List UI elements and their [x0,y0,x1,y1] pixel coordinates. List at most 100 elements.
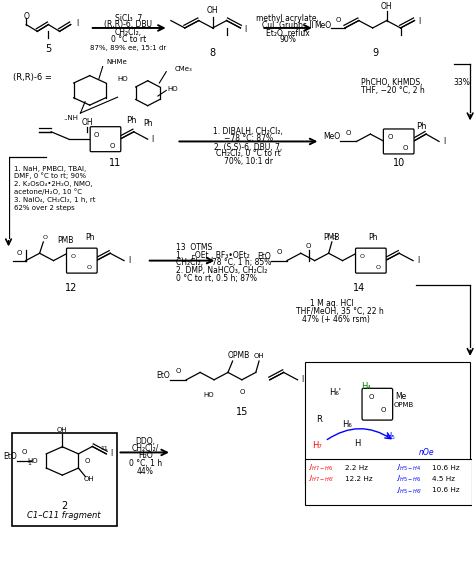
Text: $J_{H5-H6'}$: $J_{H5-H6'}$ [396,485,422,496]
Text: 10: 10 [392,159,405,168]
Text: OPMB: OPMB [393,402,414,409]
Text: I: I [443,137,445,146]
Text: 0 °C, 1 h: 0 °C, 1 h [129,460,162,468]
Text: O: O [335,17,341,23]
Text: CH₂Cl₂,: CH₂Cl₂, [115,28,142,37]
Text: I: I [301,375,303,384]
Text: 12.2 Hz: 12.2 Hz [345,476,373,482]
Text: SiCl₃  7: SiCl₃ 7 [115,14,142,23]
Text: O: O [403,146,408,151]
Text: O: O [94,132,100,138]
Text: 1. NaH, PMBCl, TBAl,: 1. NaH, PMBCl, TBAl, [14,166,86,172]
Text: NHMe: NHMe [106,59,127,65]
Text: 14: 14 [353,283,365,293]
Text: 1. DIBALH, CH₂Cl₂,: 1. DIBALH, CH₂Cl₂, [213,127,283,136]
Text: Ph: Ph [126,116,137,125]
Text: H₄: H₄ [361,382,371,391]
Text: O: O [375,265,380,270]
Text: 11: 11 [109,159,121,168]
Text: THF/MeOH, 35 °C, 22 h: THF/MeOH, 35 °C, 22 h [296,307,384,316]
Text: 2. DMP, NaHCO₃, CH₂Cl₂: 2. DMP, NaHCO₃, CH₂Cl₂ [175,266,267,276]
Text: DDQ,: DDQ, [136,437,155,446]
Text: I: I [110,449,112,458]
FancyBboxPatch shape [90,127,121,152]
Text: 13  OTMS: 13 OTMS [175,242,212,252]
Text: Me: Me [395,393,406,401]
Text: HO: HO [167,86,178,92]
Text: O: O [387,134,392,140]
Text: EtO: EtO [156,371,170,380]
Text: 15: 15 [236,407,248,417]
Text: 0 °C to rt, 0.5 h; 87%: 0 °C to rt, 0.5 h; 87% [175,274,256,283]
Text: 33%: 33% [453,78,470,87]
Text: MeO: MeO [323,132,340,142]
Text: 2. (S,S)-6, DBU, 7,: 2. (S,S)-6, DBU, 7, [214,143,283,152]
FancyBboxPatch shape [362,388,392,420]
Text: 47% (+ 46% rsm): 47% (+ 46% rsm) [302,315,370,324]
Bar [305,362,470,484]
Text: H: H [354,439,361,448]
Text: H₆': H₆' [329,388,342,397]
Text: OH: OH [57,427,68,433]
Text: 3. NaIO₄, CH₂Cl₂, 1 h, rt: 3. NaIO₄, CH₂Cl₂, 1 h, rt [14,197,96,203]
Text: H₆: H₆ [342,419,352,429]
Text: $J_{H7-H6'}$: $J_{H7-H6'}$ [308,474,334,484]
Text: THF, −20 °C, 2 h: THF, −20 °C, 2 h [361,86,425,95]
Text: HO: HO [27,458,38,464]
Text: O: O [306,244,311,249]
Text: O: O [23,11,29,21]
Text: nOe: nOe [418,448,434,457]
Text: HO: HO [118,76,128,82]
Text: I: I [151,135,154,144]
Text: (R,R)-6 =: (R,R)-6 = [13,73,52,83]
Text: 1: 1 [27,461,31,466]
Text: O: O [176,368,181,374]
Text: 62% over 2 steps: 62% over 2 steps [14,205,75,211]
Text: 5: 5 [46,44,52,54]
Text: OH: OH [254,353,264,359]
Text: (R,R)-6, DBU: (R,R)-6, DBU [104,20,152,29]
Text: 2.2 Hz: 2.2 Hz [345,465,368,471]
Text: MeO: MeO [314,21,331,30]
Text: ..NH: ..NH [63,115,78,121]
Text: EtO: EtO [3,452,17,461]
Text: acetone/H₂O, 10 °C: acetone/H₂O, 10 °C [14,189,82,195]
Text: I: I [128,256,130,265]
Text: CMe₃: CMe₃ [174,66,192,72]
Text: PMB: PMB [323,233,339,242]
Text: I: I [76,19,78,28]
Text: HO: HO [203,391,214,398]
Text: CH₂Cl₂, 0 °C to rt: CH₂Cl₂, 0 °C to rt [216,150,281,159]
Text: EtO: EtO [257,252,271,261]
Text: OPMB: OPMB [228,351,250,360]
Text: R: R [317,415,322,424]
Text: O: O [109,143,115,149]
Text: O: O [85,458,90,464]
Text: Ph: Ph [416,121,427,131]
Text: PMB: PMB [57,236,74,245]
Text: 44%: 44% [137,466,154,476]
FancyBboxPatch shape [383,129,414,154]
Text: O: O [239,389,245,395]
Text: $J_{H7-H6}$: $J_{H7-H6}$ [308,462,333,473]
Text: I: I [244,25,246,34]
Text: 8: 8 [210,48,216,58]
Text: OH: OH [83,476,94,482]
Text: O: O [86,265,91,270]
Text: Ph: Ph [368,233,377,242]
Text: OH: OH [207,6,219,15]
Text: 11: 11 [100,446,109,451]
Text: O: O [276,249,282,255]
Text: 9: 9 [372,48,378,58]
Text: Ph: Ph [143,119,153,128]
Text: CuI, Grubbs II: CuI, Grubbs II [262,21,314,30]
Text: 87%, 89% ee, 15:1 dr: 87%, 89% ee, 15:1 dr [90,45,166,51]
Text: 1.   ┌OEt , BF₃•OEt₂: 1. ┌OEt , BF₃•OEt₂ [175,250,249,260]
Text: Ph: Ph [85,233,94,242]
Bar [305,458,472,505]
Text: 2: 2 [61,501,67,511]
Text: O: O [369,394,374,400]
Text: O: O [346,130,351,136]
Text: 90%: 90% [279,36,296,44]
Text: DMF, 0 °C to rt; 90%: DMF, 0 °C to rt; 90% [14,172,86,179]
